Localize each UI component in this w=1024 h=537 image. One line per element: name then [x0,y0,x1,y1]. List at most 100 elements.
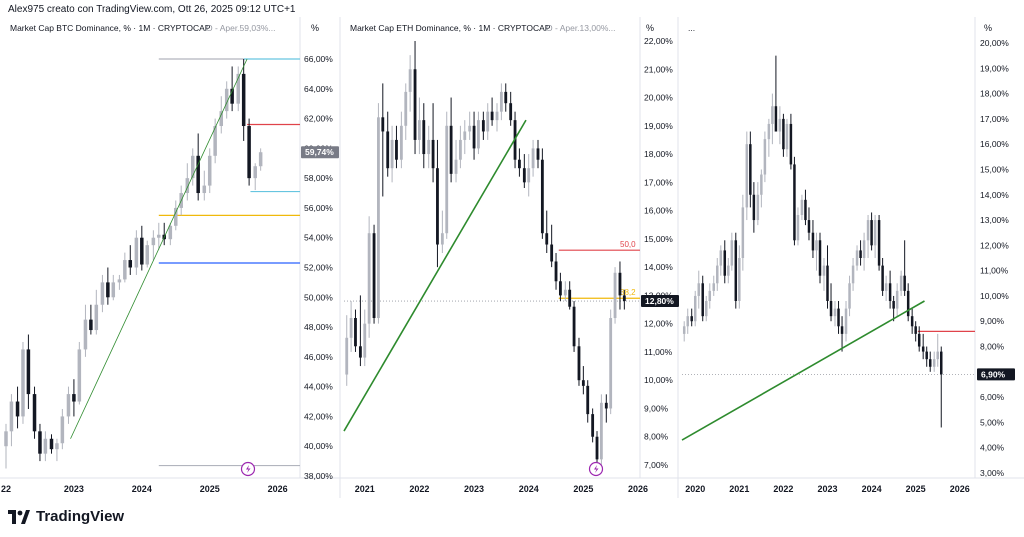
candle-body[interactable] [358,346,362,358]
candle-body[interactable] [363,323,367,358]
candle-body[interactable] [540,159,544,234]
candle-body[interactable] [914,326,917,334]
candle-body[interactable] [618,272,622,296]
tradingview-logo[interactable]: TradingView [8,508,124,525]
candle-body[interactable] [712,283,715,291]
candle-body[interactable] [940,351,943,375]
candle-body[interactable] [531,148,535,169]
candle-body[interactable] [866,220,870,241]
candle-body[interactable] [477,120,480,149]
candle-body[interactable] [440,233,444,245]
candle-body[interactable] [43,438,48,454]
candle-body[interactable] [701,283,704,317]
candle-body[interactable] [899,275,903,291]
candle-body[interactable] [9,401,14,432]
candle-body[interactable] [774,106,778,132]
candle-body[interactable] [785,123,789,150]
candle-body[interactable] [936,351,939,360]
candle-body[interactable] [386,131,390,169]
candle-body[interactable] [848,283,851,309]
candle-body[interactable] [151,237,156,246]
candle-body[interactable] [727,265,730,276]
candle-body[interactable] [26,349,31,395]
candle-body[interactable] [921,346,925,352]
candle-body[interactable] [390,139,394,169]
candle-body[interactable] [395,139,398,160]
candle-body[interactable] [236,73,240,104]
candle-body[interactable] [895,290,899,309]
candle-body[interactable] [595,436,599,460]
candle-body[interactable] [377,117,380,319]
candle-body[interactable] [877,220,881,266]
candle-body[interactable] [793,164,796,241]
candle-body[interactable] [427,139,431,155]
candle-body[interactable] [468,125,472,132]
candle-body[interactable] [89,319,93,331]
candle-body[interactable] [247,126,251,179]
candle-body[interactable] [928,359,932,367]
candle-body[interactable] [888,283,892,301]
candle-body[interactable] [258,152,263,167]
candle-body[interactable] [760,174,763,195]
candle-body[interactable] [782,118,785,150]
candle-body[interactable] [111,282,116,298]
candle-body[interactable] [686,316,689,327]
candle-body[interactable] [892,301,895,309]
candle-body[interactable] [870,220,873,246]
candle-body[interactable] [811,232,815,251]
candle-body[interactable] [168,225,173,240]
candle-body[interactable] [796,215,800,241]
candle-body[interactable] [851,265,855,284]
candle-body[interactable] [72,394,76,402]
candle-body[interactable] [499,91,503,112]
candle-body[interactable] [381,117,385,132]
candle-body[interactable] [568,289,572,307]
candle-body[interactable] [800,199,804,215]
candle-body[interactable] [577,346,581,381]
candle-body[interactable] [563,289,567,296]
candle-body[interactable] [604,402,608,409]
candle-body[interactable] [693,295,697,322]
candle-body[interactable] [38,431,42,454]
candle-body[interactable] [49,438,54,450]
candle-body[interactable] [174,207,178,226]
candle-body[interactable] [741,207,745,258]
candle-body[interactable] [745,144,749,208]
candle-body[interactable] [881,265,884,291]
candle-body[interactable] [60,416,65,444]
candle-body[interactable] [581,380,585,386]
candle-body[interactable] [422,120,426,155]
trendline[interactable] [681,300,925,441]
candle-body[interactable] [840,326,844,334]
candle-body[interactable] [822,265,826,276]
candle-body[interactable] [682,326,686,334]
candle-body[interactable] [15,401,20,417]
candle-body[interactable] [738,258,741,301]
candle-body[interactable] [734,240,738,301]
candle-body[interactable] [789,123,793,165]
candle-body[interactable] [202,185,207,194]
candle-body[interactable] [708,290,712,301]
candle-body[interactable] [463,131,467,140]
candle-body[interactable] [807,220,811,233]
trendline[interactable] [343,119,527,432]
candle-body[interactable] [826,265,829,301]
candle-body[interactable] [77,349,82,402]
candle-body[interactable] [157,234,161,238]
candle-body[interactable] [859,250,862,258]
candle-body[interactable] [458,139,462,160]
candle-body[interactable] [140,237,144,265]
candle-body[interactable] [224,88,229,112]
candle-body[interactable] [66,394,71,417]
candle-body[interactable] [818,240,822,276]
candle-body[interactable] [855,250,859,266]
candle-body[interactable] [349,318,353,338]
candle-body[interactable] [190,155,195,179]
candle-body[interactable] [690,316,693,322]
candle-body[interactable] [622,295,626,302]
candle-body[interactable] [932,359,936,367]
candle-body[interactable] [917,333,921,347]
candle-body[interactable] [185,178,190,194]
candle-body[interactable] [55,443,59,450]
candle-body[interactable] [134,237,139,268]
